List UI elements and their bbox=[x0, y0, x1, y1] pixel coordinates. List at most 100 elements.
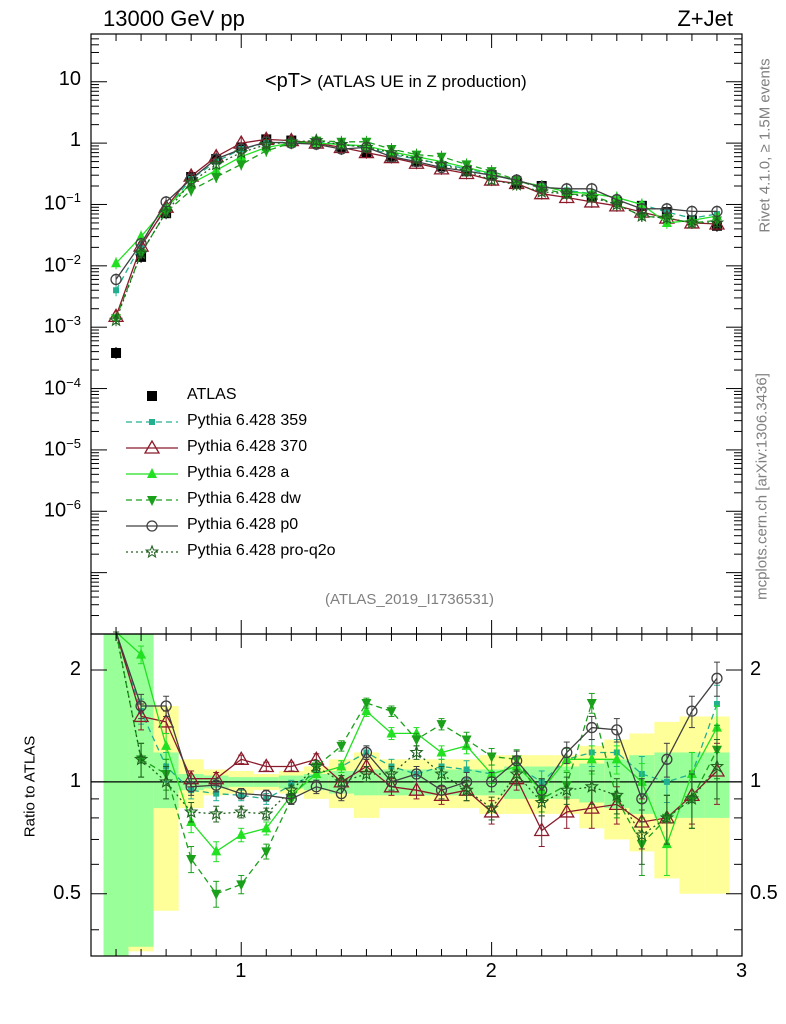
legend-markers bbox=[126, 391, 178, 559]
main-point-4-3 bbox=[186, 186, 197, 197]
ratio-point-3-13 bbox=[436, 720, 447, 731]
ratio-point-2-9 bbox=[336, 760, 347, 771]
ratio-point-4-19 bbox=[586, 721, 598, 734]
ratio-point-5-10 bbox=[359, 766, 374, 781]
plot-title-sub: (ATLAS UE in Z production) bbox=[317, 72, 527, 91]
ratio-point-5-17 bbox=[534, 794, 549, 809]
main-point-2-17 bbox=[533, 185, 550, 200]
main-point-6-13 bbox=[434, 156, 449, 171]
ratio-point-4-21 bbox=[636, 793, 648, 805]
main-point-6-17 bbox=[534, 184, 549, 199]
mcplots-label: mcplots.cern.ch [arXiv:1306.3436] bbox=[753, 373, 771, 600]
xtick-label-1: 2 bbox=[485, 960, 497, 982]
legend-label-dw: Pythia 6.428 dw bbox=[187, 490, 301, 507]
ratio-point-1-5 bbox=[233, 751, 250, 765]
ratio-point-3-14 bbox=[461, 735, 472, 746]
legend-label-pro-q2o: Pythia 6.428 pro-q2o bbox=[187, 542, 336, 559]
ratio-ytick-label-left-2: 2 bbox=[69, 658, 81, 680]
ratio-point-5-12 bbox=[409, 744, 424, 759]
main-point-4-4 bbox=[211, 173, 222, 184]
ratio-point-3-12 bbox=[411, 735, 422, 746]
main-ytick-label-5: 10−1 bbox=[44, 190, 81, 216]
ratio-ytick-label-left-1: 1 bbox=[69, 769, 81, 792]
main-point-6-14 bbox=[459, 163, 474, 178]
main-ytick-label-7: 10 bbox=[59, 68, 81, 91]
ratio-point-4-6 bbox=[260, 789, 272, 801]
ratio-point-5-15 bbox=[484, 800, 499, 815]
main-point-3-1 bbox=[136, 230, 147, 241]
band-inner-0 bbox=[103, 634, 129, 956]
ratio-point-5-20 bbox=[609, 787, 624, 802]
ratio-point-5-24 bbox=[709, 759, 725, 773]
ratio-point-1-7 bbox=[283, 758, 300, 773]
analysis-tag: (ATLAS_2019_I1736531) bbox=[325, 591, 495, 608]
ratio-series-5 bbox=[113, 631, 725, 865]
main-ytick-exponent: −5 bbox=[66, 435, 81, 451]
main-ytick-base: 10 bbox=[58, 67, 81, 90]
main-point-6-4 bbox=[209, 156, 224, 171]
main-point-6-6 bbox=[259, 137, 274, 151]
main-point-3-0 bbox=[111, 257, 122, 268]
rivet-version-label: Rivet 4.1.0, ≥ 1.5M events bbox=[756, 58, 774, 233]
ratio-point-2-6 bbox=[261, 822, 272, 833]
main-point-6-11 bbox=[384, 145, 399, 159]
main-ytick-base: 10 bbox=[43, 438, 67, 461]
main-point-6-0 bbox=[108, 312, 124, 327]
ratio-point-5-22 bbox=[659, 810, 675, 825]
main-ytick-exponent: −4 bbox=[66, 374, 81, 390]
legend-marker-4 bbox=[147, 496, 157, 506]
legend-label-359: Pythia 6.428 359 bbox=[187, 412, 308, 429]
ratio-point-1-1 bbox=[132, 708, 150, 723]
main-ytick-base: 10 bbox=[43, 377, 67, 400]
ratio-point-4-5 bbox=[235, 787, 247, 800]
ratio-point-5-16 bbox=[509, 766, 524, 781]
ratio-point-5-18 bbox=[559, 782, 574, 797]
main-ytick-label-2: 10−4 bbox=[44, 375, 81, 401]
plot-title: <pT> (ATLAS UE in Z production) bbox=[265, 70, 527, 93]
main-ytick-exponent: −1 bbox=[66, 190, 81, 206]
main-point-6-24 bbox=[709, 215, 725, 230]
ratio-point-4-12 bbox=[410, 768, 423, 780]
ratio-point-4-13 bbox=[435, 784, 448, 796]
ratio-point-1-6 bbox=[258, 758, 275, 773]
main-ytick-exponent: −6 bbox=[66, 497, 81, 513]
main-ytick-base: 10 bbox=[43, 499, 67, 522]
main-ytick-base: 10 bbox=[43, 254, 67, 277]
ratio-point-0-14 bbox=[463, 766, 470, 773]
xtick-label-2: 3 bbox=[736, 960, 748, 982]
main-ytick-base: 1 bbox=[69, 129, 81, 152]
legend-label-atlas: ATLAS bbox=[187, 386, 237, 403]
ratio-point-2-13 bbox=[436, 746, 447, 757]
ratio-ytick-label-right-1: 1 bbox=[750, 769, 762, 792]
ratio-ytick-label-right-0: 0.5 bbox=[750, 881, 778, 904]
main-point-6-10 bbox=[359, 139, 374, 154]
ratio-point-4-18 bbox=[561, 746, 573, 759]
ratio-point-5-1 bbox=[133, 751, 149, 766]
legend-label-p0: Pythia 6.428 p0 bbox=[187, 516, 299, 533]
ratio-point-3-15 bbox=[486, 752, 497, 763]
ratio-point-1-19 bbox=[583, 799, 600, 814]
ratio-point-4-4 bbox=[210, 779, 222, 791]
ratio-point-4-2 bbox=[160, 700, 172, 712]
main-ytick-base: 10 bbox=[43, 193, 67, 216]
ratio-point-2-12 bbox=[411, 727, 422, 738]
main-ytick-exponent: −2 bbox=[66, 251, 81, 267]
ratio-point-5-4 bbox=[209, 806, 224, 821]
ratio-panel-series bbox=[91, 631, 742, 908]
ratio-point-3-6 bbox=[261, 847, 272, 858]
main-ytick-label-0: 10−6 bbox=[44, 497, 81, 523]
ratio-point-2-5 bbox=[236, 828, 247, 839]
main-ytick-exponent: −3 bbox=[66, 313, 81, 329]
ratio-point-3-10 bbox=[361, 699, 372, 710]
ratio-point-2-2 bbox=[161, 739, 172, 750]
ratio-point-1-2 bbox=[157, 713, 175, 728]
main-point-6-23 bbox=[684, 215, 700, 230]
ratio-point-2-19 bbox=[586, 753, 597, 764]
ratio-point-0-24 bbox=[713, 701, 720, 708]
ratio-point-4-10 bbox=[360, 746, 373, 759]
main-point-6-20 bbox=[609, 196, 624, 211]
ratio-point-4-20 bbox=[611, 724, 623, 736]
main-ytick-label-4: 10−2 bbox=[44, 252, 81, 278]
ratio-point-5-9 bbox=[334, 774, 349, 788]
legend-marker-0 bbox=[147, 391, 157, 401]
